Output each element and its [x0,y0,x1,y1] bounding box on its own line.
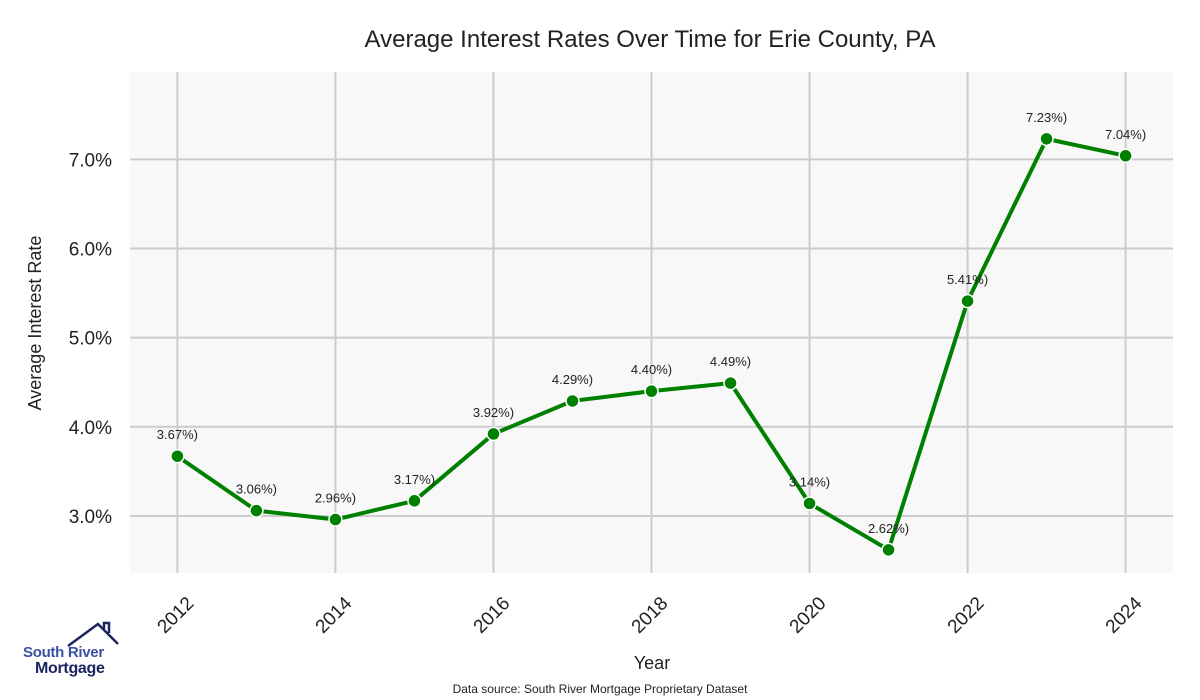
house-roof-icon [67,621,119,648]
y-tick-label: 4.0% [69,418,112,439]
data-label: 3.14%) [789,474,830,489]
data-point [407,493,422,509]
chart-title: Average Interest Rates Over Time for Eri… [365,26,936,53]
data-label: 3.06%) [236,482,277,497]
y-tick-label: 5.0% [69,329,112,350]
data-point [170,448,185,464]
x-tick-label: 2016 [470,593,515,638]
data-label: 2.62%) [868,521,909,536]
series: 3.67%) 3.06%) 2.96%) 3.17%) 3.92%) 4.29%) 4.40… [157,110,1146,558]
y-tick-label: 3.0% [69,507,112,528]
data-point [1118,148,1133,164]
y-tick-label: 7.0% [69,150,112,171]
data-point [802,496,817,511]
data-label: 4.49%) [710,354,751,369]
data-label: 2.96%) [315,491,356,506]
x-tick-label: 2022 [944,593,989,638]
data-label: 3.67%) [157,427,198,442]
data-label: 7.23%) [1026,110,1067,125]
x-axis-label: Year [634,653,670,673]
x-tick-label: 2018 [628,593,673,638]
data-label: 4.29%) [552,372,593,387]
data-point [960,293,975,309]
data-label: 7.04%) [1105,127,1146,142]
data-point [249,503,264,518]
y-axis-label: Average Interest Rate [25,236,45,411]
logo-text-line2: Mortgage [35,660,105,677]
data-label: 3.17%) [394,472,435,487]
data-point [565,393,580,409]
data-label: 3.92%) [473,405,514,420]
data-point [486,426,501,442]
data-point [644,383,659,399]
data-label: 5.41%) [947,272,988,287]
y-tick-label: 6.0% [69,240,112,261]
x-tick-label: 2020 [786,593,831,638]
data-point [723,375,738,391]
data-source-note: Data source: South River Mortgage Propri… [453,682,748,696]
south-river-mortgage-logo: South River Mortgage [22,620,122,682]
data-point [881,542,896,558]
x-tick-label: 2014 [312,593,357,638]
logo-text-line1: South River [23,644,104,661]
data-point [1039,131,1054,147]
data-label: 4.40%) [631,362,672,377]
data-point [328,512,343,527]
x-tick-label: 2012 [154,593,199,638]
x-tick-label: 2024 [1102,593,1147,638]
